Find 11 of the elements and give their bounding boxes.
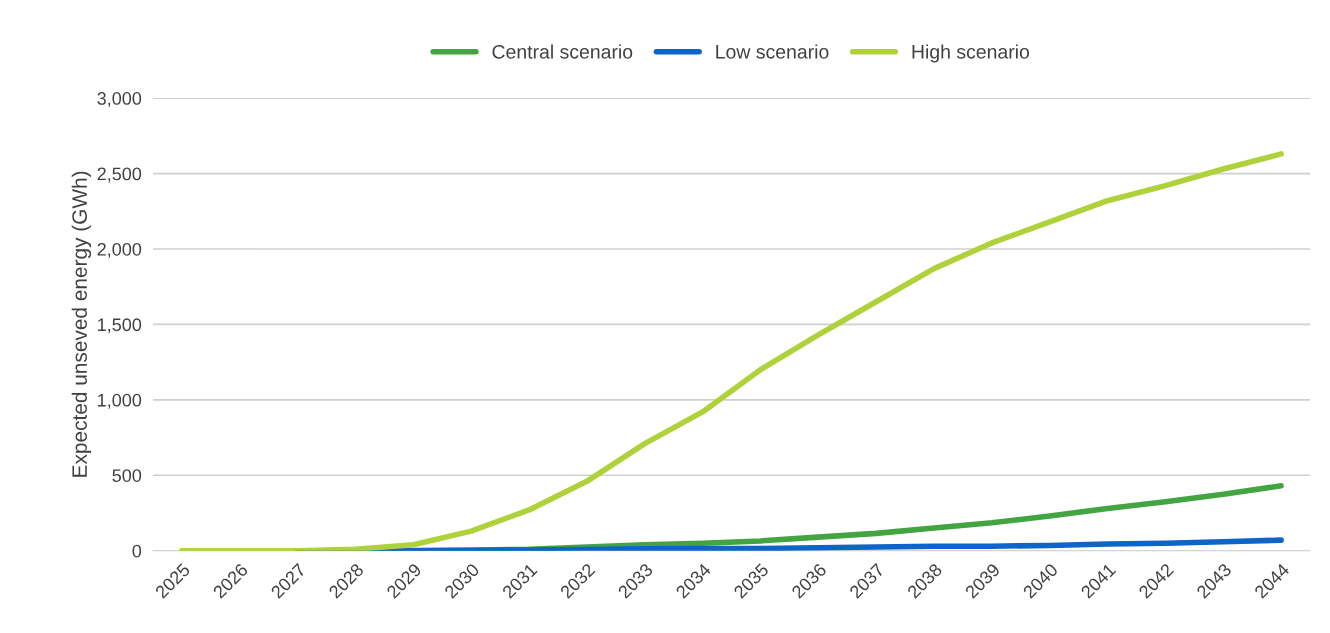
legend-label: Low scenario bbox=[716, 44, 829, 59]
legend-label: Central scenario bbox=[492, 44, 633, 59]
y-tick-label: 500 bbox=[112, 469, 142, 482]
y-tick-label: 3,000 bbox=[97, 92, 142, 107]
y-tick-label: 0 bbox=[132, 544, 142, 558]
y-axis-title: Expected unseved energy (GWh) bbox=[71, 171, 92, 477]
legend-label: High scenario bbox=[912, 44, 1030, 63]
y-tick-label: 1,000 bbox=[98, 393, 142, 409]
y-tick-label: 1,500 bbox=[98, 318, 142, 334]
y-tick-label: 2,000 bbox=[97, 242, 142, 258]
y-tick-label: 2,500 bbox=[97, 167, 142, 183]
